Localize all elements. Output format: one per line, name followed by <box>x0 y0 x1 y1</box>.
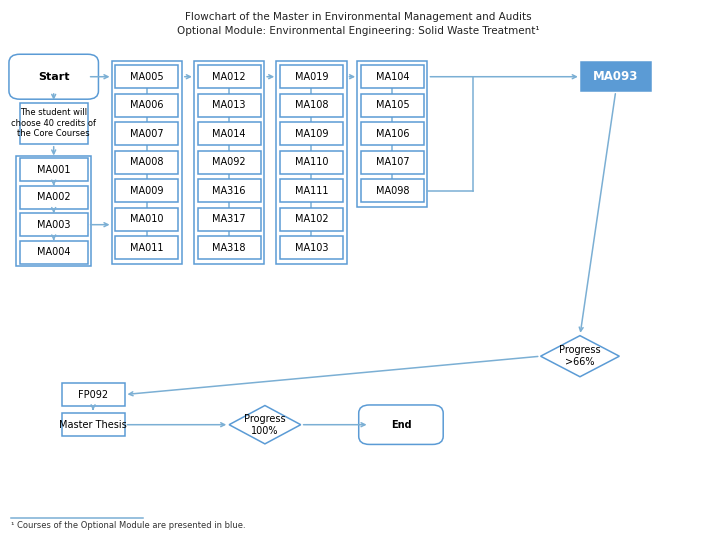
FancyBboxPatch shape <box>581 62 651 91</box>
Text: MA092: MA092 <box>213 157 246 167</box>
Text: FP092: FP092 <box>78 390 108 399</box>
Text: MA107: MA107 <box>376 157 409 167</box>
Text: MA004: MA004 <box>37 247 70 257</box>
FancyBboxPatch shape <box>198 208 261 231</box>
Text: Optional Module: Environmental Engineering: Solid Waste Treatment¹: Optional Module: Environmental Engineeri… <box>177 26 539 36</box>
Text: End: End <box>391 420 411 430</box>
FancyBboxPatch shape <box>62 413 125 436</box>
FancyBboxPatch shape <box>361 94 424 117</box>
Text: MA108: MA108 <box>295 100 328 110</box>
Text: MA105: MA105 <box>376 100 409 110</box>
FancyBboxPatch shape <box>280 65 343 88</box>
FancyBboxPatch shape <box>198 179 261 202</box>
Text: MA014: MA014 <box>213 129 246 139</box>
FancyBboxPatch shape <box>198 94 261 117</box>
Text: MA093: MA093 <box>593 70 639 83</box>
Text: MA316: MA316 <box>213 186 246 196</box>
Text: Master Thesis: Master Thesis <box>59 420 127 430</box>
Polygon shape <box>229 406 301 444</box>
Text: Flowchart of the Master in Environmental Management and Audits: Flowchart of the Master in Environmental… <box>185 12 531 22</box>
Text: MA008: MA008 <box>130 157 163 167</box>
FancyBboxPatch shape <box>198 122 261 145</box>
FancyBboxPatch shape <box>280 94 343 117</box>
FancyBboxPatch shape <box>19 213 87 236</box>
Text: MA098: MA098 <box>376 186 409 196</box>
Text: ¹ Courses of the Optional Module are presented in blue.: ¹ Courses of the Optional Module are pre… <box>11 521 246 529</box>
Text: The student will
choose 40 credits of
the Core Courses: The student will choose 40 credits of th… <box>11 109 96 138</box>
FancyBboxPatch shape <box>115 151 178 174</box>
FancyBboxPatch shape <box>280 122 343 145</box>
FancyBboxPatch shape <box>115 208 178 231</box>
Polygon shape <box>541 335 619 377</box>
Text: MA001: MA001 <box>37 165 70 175</box>
FancyBboxPatch shape <box>115 122 178 145</box>
Text: MA005: MA005 <box>130 72 163 82</box>
Text: MA110: MA110 <box>295 157 328 167</box>
FancyBboxPatch shape <box>361 65 424 88</box>
Text: MA007: MA007 <box>130 129 163 139</box>
Text: MA002: MA002 <box>37 192 70 202</box>
FancyBboxPatch shape <box>115 94 178 117</box>
FancyBboxPatch shape <box>19 186 87 209</box>
Text: MA010: MA010 <box>130 214 163 224</box>
Text: MA006: MA006 <box>130 100 163 110</box>
FancyBboxPatch shape <box>361 179 424 202</box>
Text: Progress
100%: Progress 100% <box>244 414 286 436</box>
Text: MA109: MA109 <box>295 129 328 139</box>
Text: MA103: MA103 <box>295 243 328 253</box>
Text: MA106: MA106 <box>376 129 409 139</box>
Text: MA013: MA013 <box>213 100 246 110</box>
FancyBboxPatch shape <box>115 236 178 259</box>
Text: MA003: MA003 <box>37 220 70 230</box>
FancyBboxPatch shape <box>198 151 261 174</box>
Text: MA019: MA019 <box>295 72 328 82</box>
FancyBboxPatch shape <box>19 158 87 181</box>
Text: MA102: MA102 <box>295 214 328 224</box>
FancyBboxPatch shape <box>280 179 343 202</box>
FancyBboxPatch shape <box>359 405 443 444</box>
FancyBboxPatch shape <box>9 54 99 99</box>
FancyBboxPatch shape <box>280 236 343 259</box>
Text: MA317: MA317 <box>213 214 246 224</box>
Text: Start: Start <box>38 72 69 82</box>
FancyBboxPatch shape <box>62 383 125 406</box>
Text: MA009: MA009 <box>130 186 163 196</box>
Text: MA011: MA011 <box>130 243 163 253</box>
FancyBboxPatch shape <box>115 65 178 88</box>
FancyBboxPatch shape <box>198 65 261 88</box>
FancyBboxPatch shape <box>115 179 178 202</box>
FancyBboxPatch shape <box>198 236 261 259</box>
FancyBboxPatch shape <box>280 208 343 231</box>
Text: MA012: MA012 <box>213 72 246 82</box>
Text: MA318: MA318 <box>213 243 246 253</box>
FancyBboxPatch shape <box>19 103 87 144</box>
Text: Progress
>66%: Progress >66% <box>559 345 601 367</box>
FancyBboxPatch shape <box>361 122 424 145</box>
Text: MA111: MA111 <box>295 186 328 196</box>
FancyBboxPatch shape <box>19 241 87 264</box>
FancyBboxPatch shape <box>280 151 343 174</box>
FancyBboxPatch shape <box>361 151 424 174</box>
Text: MA104: MA104 <box>376 72 409 82</box>
